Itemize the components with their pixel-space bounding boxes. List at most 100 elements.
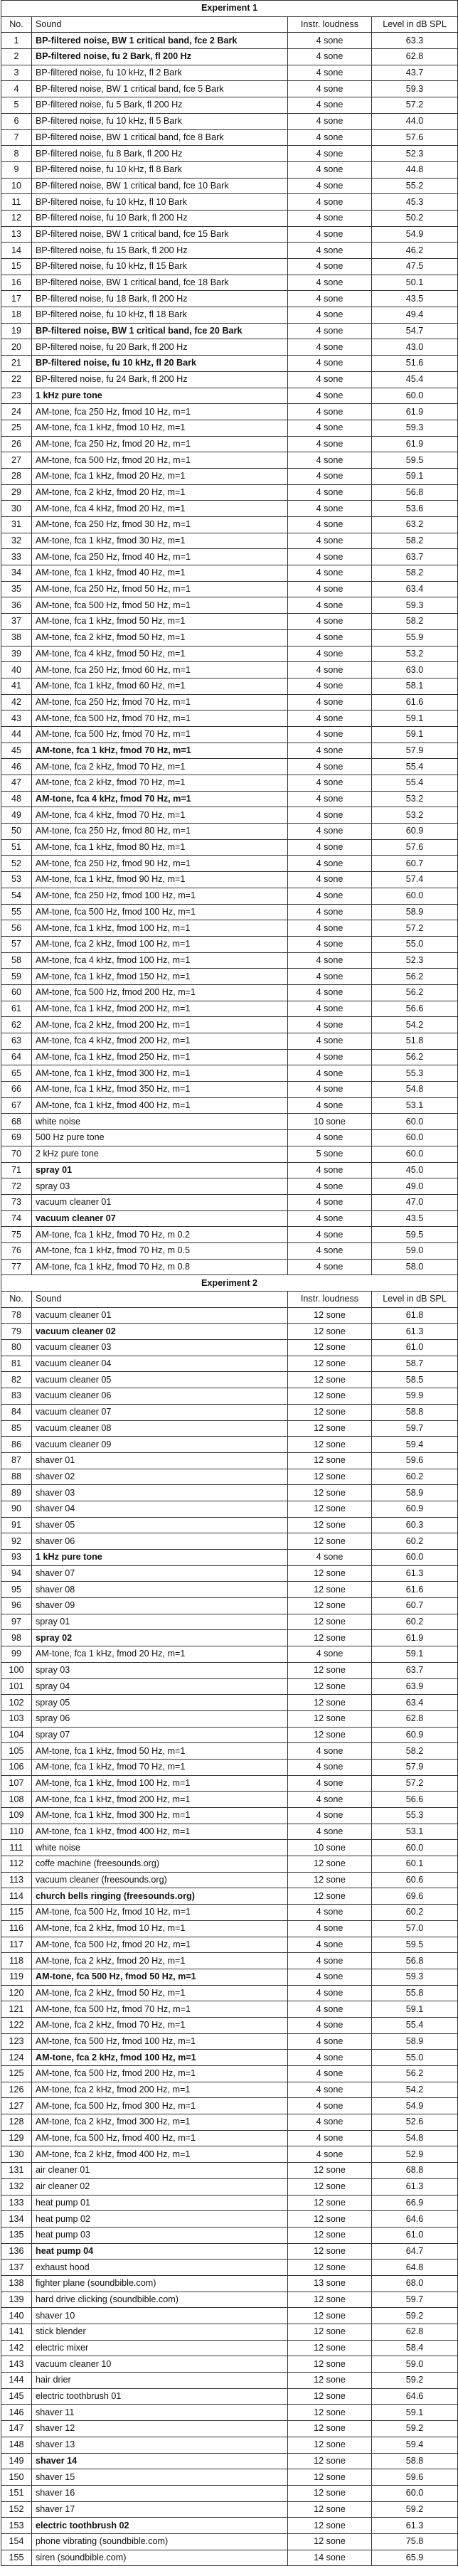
instructed-loudness: 4 sone: [287, 1742, 372, 1760]
table-row: 119 AM-tone, fca 500 Hz, fmod 50 Hz, m=1 4…: [1, 1968, 458, 1986]
level-db-spl: 55.4: [371, 2016, 458, 2034]
instructed-loudness: 4 sone: [287, 1193, 372, 1211]
table-row: 36 AM-tone, fca 500 Hz, fmod 50 Hz, m=1 4 …: [1, 597, 458, 614]
sound-name: AM-tone, fca 1 kHz, fmod 200 Hz, m=1: [31, 1000, 288, 1018]
row-number: 59: [1, 968, 32, 985]
level-db-spl: 54.2: [371, 1016, 458, 1033]
sound-name: AM-tone, fca 1 kHz, fmod 100 Hz, m=1: [31, 1774, 288, 1792]
table-row: 37 AM-tone, fca 1 kHz, fmod 50 Hz, m=1 4 s…: [1, 613, 458, 630]
column-header-no: No.: [1, 1291, 32, 1308]
instructed-loudness: 4 sone: [287, 1129, 372, 1146]
level-db-spl: 64.6: [371, 2210, 458, 2228]
level-db-spl: 58.9: [371, 2033, 458, 2050]
table-row: 59 AM-tone, fca 1 kHz, fmod 150 Hz, m=1 4 …: [1, 968, 458, 985]
table-row: 139 hard drive clicking (soundbible.com) 1…: [1, 2291, 458, 2309]
level-db-spl: 63.4: [371, 580, 458, 598]
level-db-spl: 46.2: [371, 242, 458, 259]
level-db-spl: 58.2: [371, 532, 458, 550]
level-db-spl: 43.5: [371, 290, 458, 308]
table-row: 103 spray 06 12 sone 62.8: [1, 1710, 458, 1728]
level-db-spl: 61.3: [371, 1565, 458, 1582]
table-row: 141 stick blender 12 sone 62.8: [1, 2324, 458, 2341]
level-db-spl: 75.8: [371, 2533, 458, 2550]
instructed-loudness: 12 sone: [287, 2372, 372, 2389]
row-number: 43: [1, 710, 32, 727]
row-number: 154: [1, 2533, 32, 2550]
row-number: 70: [1, 1145, 32, 1163]
row-number: 17: [1, 290, 32, 308]
sound-name: phone vibrating (soundbible.com): [31, 2533, 288, 2550]
sound-name: BP-filtered noise, fu 2 Bark, fl 200 Hz: [31, 48, 288, 65]
row-number: 78: [1, 1306, 32, 1324]
sound-name: AM-tone, fca 500 Hz, fmod 20 Hz, m=1: [31, 452, 288, 469]
section-header: Experiment 2: [0, 1274, 458, 1292]
instructed-loudness: 4 sone: [287, 64, 372, 82]
sound-name: shaver 03: [31, 1484, 288, 1501]
row-number: 55: [1, 903, 32, 921]
row-number: 130: [1, 2146, 32, 2163]
table-row: 13 BP-filtered noise, BW 1 critical band,…: [1, 225, 458, 243]
row-number: 24: [1, 403, 32, 420]
sound-name: AM-tone, fca 500 Hz, fmod 400 Hz, m=1: [31, 2129, 288, 2147]
instructed-loudness: 4 sone: [287, 1065, 372, 1082]
row-number: 129: [1, 2129, 32, 2147]
sound-name: heat pump 02: [31, 2210, 288, 2228]
table-row: 56 AM-tone, fca 1 kHz, fmod 100 Hz, m=1 4 …: [1, 920, 458, 937]
table-row: 100 spray 03 12 sone 63.7: [1, 1661, 458, 1679]
row-number: 98: [1, 1629, 32, 1647]
level-db-spl: 61.9: [371, 1629, 458, 1647]
sound-name: AM-tone, fca 500 Hz, fmod 100 Hz, m=1: [31, 903, 288, 921]
level-db-spl: 60.0: [371, 1113, 458, 1131]
sound-name: shaver 09: [31, 1597, 288, 1614]
column-header-row: No. Sound Instr. loudness Level in dB SPL: [1, 16, 458, 33]
row-number: 103: [1, 1710, 32, 1728]
level-db-spl: 57.2: [371, 97, 458, 114]
sound-name: AM-tone, fca 500 Hz, fmod 200 Hz, m=1: [31, 984, 288, 1001]
sound-name: vacuum cleaner 06: [31, 1388, 288, 1405]
instructed-loudness: 4 sone: [287, 419, 372, 437]
row-number: 137: [1, 2259, 32, 2276]
instructed-loudness: 4 sone: [287, 1242, 372, 1260]
row-number: 8: [1, 145, 32, 162]
row-number: 23: [1, 387, 32, 405]
column-header-level: Level in dB SPL: [371, 16, 458, 33]
row-number: 86: [1, 1436, 32, 1453]
level-db-spl: 53.1: [371, 1823, 458, 1841]
level-db-spl: 45.3: [371, 193, 458, 211]
row-number: 80: [1, 1339, 32, 1356]
sound-name: spray 05: [31, 1694, 288, 1711]
instructed-loudness: 12 sone: [287, 1888, 372, 1905]
level-db-spl: 49.4: [371, 307, 458, 324]
row-number: 66: [1, 1081, 32, 1098]
level-db-spl: 47.5: [371, 258, 458, 275]
sound-name: AM-tone, fca 500 Hz, fmod 50 Hz, m=1: [31, 597, 288, 614]
level-db-spl: 60.0: [371, 2484, 458, 2502]
row-number: 62: [1, 1016, 32, 1033]
table-row: 24 AM-tone, fca 250 Hz, fmod 10 Hz, m=1 4 …: [1, 403, 458, 420]
column-header-loudness: Instr. loudness: [287, 1291, 372, 1308]
table-row: 155 siren (soundbible.com) 14 sone 65.9: [1, 2549, 458, 2567]
sound-name: AM-tone, fca 1 kHz, fmod 90 Hz, m=1: [31, 871, 288, 888]
instructed-loudness: 4 sone: [287, 1774, 372, 1792]
row-number: 58: [1, 952, 32, 969]
sound-name: AM-tone, fca 1 kHz, fmod 50 Hz, m=1: [31, 613, 288, 630]
level-db-spl: 55.8: [371, 1984, 458, 2002]
table-row: 129 AM-tone, fca 500 Hz, fmod 400 Hz, m=1…: [1, 2129, 458, 2147]
row-number: 102: [1, 1694, 32, 1711]
row-number: 19: [1, 322, 32, 340]
table-row: 82 vacuum cleaner 05 12 sone 58.5: [1, 1371, 458, 1389]
sound-name: shaver 06: [31, 1533, 288, 1550]
table-row: 108 AM-tone, fca 1 kHz, fmod 200 Hz, m=1 4…: [1, 1791, 458, 1808]
row-number: 87: [1, 1452, 32, 1469]
instructed-loudness: 4 sone: [287, 823, 372, 840]
row-number: 61: [1, 1000, 32, 1018]
instructed-loudness: 4 sone: [287, 1758, 372, 1776]
sound-name: AM-tone, fca 1 kHz, fmod 200 Hz, m=1: [31, 1791, 288, 1808]
level-db-spl: 43.7: [371, 64, 458, 82]
table-row: 30 AM-tone, fca 4 kHz, fmod 20 Hz, m=1 4 s…: [1, 500, 458, 517]
table-row: 76 AM-tone, fca 1 kHz, fmod 70 Hz, m 0.5 4…: [1, 1242, 458, 1260]
level-db-spl: 57.2: [371, 920, 458, 937]
level-db-spl: 60.0: [371, 387, 458, 405]
level-db-spl: 55.9: [371, 629, 458, 646]
level-db-spl: 54.8: [371, 1081, 458, 1098]
